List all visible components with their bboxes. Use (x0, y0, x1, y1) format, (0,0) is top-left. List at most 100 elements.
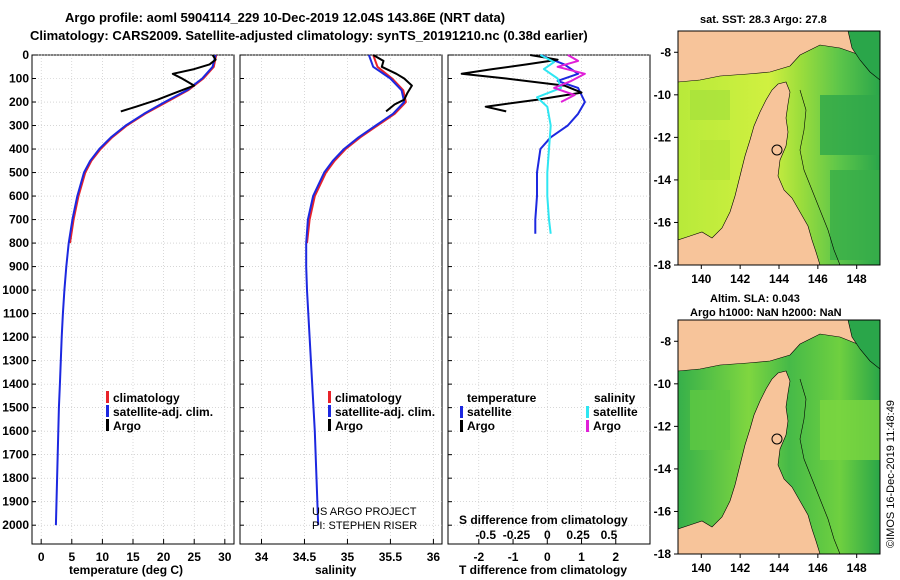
t-difference-axis-label: T difference from climatology (459, 563, 627, 577)
lat-tick-label: -14 (654, 462, 672, 476)
difference-series (460, 54, 586, 234)
sst-land-cape-york (678, 81, 821, 265)
legend-heading-temperature: temperature (467, 391, 537, 405)
legend-swatch-argo (106, 419, 109, 431)
legend-label-argo: Argo (335, 419, 363, 433)
legend-label-climatology: climatology (113, 391, 180, 405)
lat-tick-label: -8 (660, 45, 671, 59)
figure-title-line2: Climatology: CARS2009. Satellite-adjuste… (30, 28, 588, 43)
lat-tick-label: -14 (654, 173, 672, 187)
series-line-satellite-adj-clim- (305, 54, 406, 526)
sla-map-lon-ticks: 140 142 144 146 148 (691, 554, 867, 575)
sla-map (678, 320, 880, 554)
lon-tick-label: 142 (730, 272, 750, 286)
legend-label-s-satellite: satellite (593, 405, 638, 419)
x-tick-label: 25 (188, 550, 202, 564)
series-line-argo (120, 54, 217, 113)
salinity-series (305, 54, 413, 526)
x-tick-label: -2 (473, 550, 484, 564)
legend-heading-salinity: salinity (594, 391, 636, 405)
temperature-x-ticks: 0 5 10 15 20 25 30 (38, 550, 232, 564)
series-line-argo (372, 54, 413, 113)
depth-tick-label: 1000 (2, 283, 29, 297)
legend-label-t-satellite: satellite (467, 405, 512, 419)
lon-tick-label: 146 (808, 561, 828, 575)
lat-tick-label: -12 (654, 130, 672, 144)
lat-tick-label: -8 (660, 334, 671, 348)
sla-float-marker (771, 433, 783, 445)
depth-tick-label: 1200 (2, 330, 29, 344)
depth-tick-label: 700 (9, 213, 29, 227)
sla-land-east (847, 320, 880, 370)
legend-label-argo: Argo (113, 419, 141, 433)
s-diff-tick-label: 0.25 (566, 528, 590, 542)
depth-tick-label: 200 (9, 95, 29, 109)
x-tick-label: 35.5 (379, 550, 403, 564)
lon-tick-label: 140 (691, 561, 711, 575)
x-tick-label: 0 (544, 550, 551, 564)
x-tick-label: 15 (126, 550, 140, 564)
sla-land-cape-york (678, 370, 821, 554)
sst-land-east (847, 31, 880, 81)
legend-swatch-satellite-adj (328, 405, 331, 417)
difference-x-ticks: -2 -1 0 1 2 (473, 550, 619, 564)
depth-tick-label: 0 (22, 48, 29, 62)
s-difference-axis-label: S difference from climatology (459, 513, 628, 527)
depth-tick-label: 100 (9, 72, 29, 86)
depth-tick-label: 300 (9, 119, 29, 133)
salinity-diff-x-ticks: -0.5 -0.25 0 0.25 0.5 (475, 528, 617, 542)
sst-map (678, 31, 880, 265)
lat-tick-label: -16 (654, 504, 672, 518)
legend-swatch-t-satellite (460, 406, 463, 418)
series-line-t-argo (460, 54, 583, 113)
legend-label-climatology: climatology (335, 391, 402, 405)
sst-map-lon-ticks: 140 142 144 146 148 (691, 265, 867, 286)
lon-tick-label: 140 (691, 272, 711, 286)
legend-swatch-s-argo (586, 420, 589, 432)
series-line-s-argo (553, 54, 586, 103)
depth-tick-label: 1600 (2, 424, 29, 438)
x-tick-label: 2 (612, 550, 619, 564)
sla-contour-line (799, 378, 841, 554)
depth-tick-label: 800 (9, 236, 29, 250)
depth-tick-label: 500 (9, 166, 29, 180)
legend-swatch-argo (328, 419, 331, 431)
legend-label-s-argo: Argo (593, 419, 621, 433)
difference-panel-frame (447, 54, 651, 545)
sst-map-title: sat. SST: 28.3 Argo: 27.8 (700, 14, 827, 26)
lon-tick-label: 148 (847, 561, 867, 575)
x-tick-label: 35 (341, 550, 355, 564)
lat-tick-label: -10 (654, 377, 672, 391)
sla-map-lat-ticks: -8 -10 -12 -14 -16 -18 (654, 334, 678, 561)
series-line-satellite-adj-clim- (54, 54, 217, 526)
difference-grid (448, 54, 650, 544)
depth-tick-label: 1100 (3, 307, 29, 321)
sst-contour-line (799, 89, 841, 265)
depth-tick-label: 400 (9, 142, 29, 156)
sst-map-lat-ticks: -8 -10 -12 -14 -16 -18 (654, 45, 678, 272)
imos-timestamp: ©IMOS 16-Dec-2019 11:48:49 (885, 400, 897, 548)
x-tick-label: 5 (68, 550, 75, 564)
lon-tick-label: 144 (769, 272, 789, 286)
x-tick-label: 30 (218, 550, 232, 564)
temperature-axis-label: temperature (deg C) (69, 563, 183, 577)
sla-ocean-patch (820, 400, 880, 460)
depth-tick-label: 1400 (2, 377, 29, 391)
sst-ocean-patch (820, 95, 880, 155)
lon-tick-label: 144 (769, 561, 789, 575)
x-tick-label: 1 (578, 550, 585, 564)
x-tick-label: -1 (508, 550, 519, 564)
depth-tick-label: 600 (9, 189, 29, 203)
s-diff-tick-label: -0.25 (503, 528, 531, 542)
x-tick-label: 36 (427, 550, 441, 564)
legend-swatch-t-argo (460, 420, 463, 432)
lat-tick-label: -18 (654, 258, 672, 272)
sst-float-marker (771, 144, 783, 156)
legend-swatch-climatology (328, 391, 331, 403)
lon-tick-label: 146 (808, 272, 828, 286)
legend-label-satellite-adj: satellite-adj. clim. (335, 405, 435, 419)
temperature-panel-frame (31, 54, 235, 545)
lat-tick-label: -18 (654, 547, 672, 561)
depth-tick-label: 2000 (2, 518, 29, 532)
